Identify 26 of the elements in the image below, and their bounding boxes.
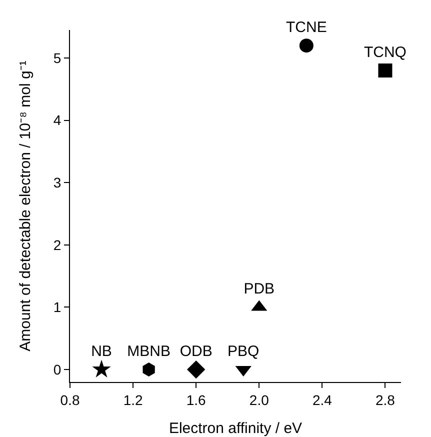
x-tick-label: 2.8: [376, 392, 396, 408]
y-axis-title: Amount of detectable electron / 10⁻⁸ mol g⁻¹: [17, 60, 34, 352]
y-tick-label: 2: [53, 236, 62, 253]
series-label: PBQ: [228, 343, 260, 360]
x-tick-label: 2.4: [312, 392, 332, 408]
series-label: NB: [91, 343, 112, 360]
series-label: MBNB: [127, 343, 170, 360]
point: [142, 362, 155, 377]
series-label: TCNE: [286, 19, 327, 36]
y-tick-label: 5: [53, 50, 62, 66]
y-tick-label: 1: [53, 299, 62, 316]
point: [187, 360, 206, 379]
x-tick-label: 0.8: [60, 392, 80, 408]
x-tick-label: 1.2: [123, 392, 143, 408]
point: [92, 360, 111, 378]
series-label: TCNQ: [364, 44, 406, 61]
x-tick-label: 2.0: [249, 392, 270, 408]
series-label: ODB: [180, 343, 212, 360]
y-tick-label: 0: [53, 361, 62, 378]
y-tick-label: 3: [53, 174, 62, 191]
series-label: PDB: [244, 280, 275, 298]
x-axis-title: Electron affinity / eV: [168, 420, 302, 437]
point: [378, 64, 392, 78]
point: [299, 38, 314, 53]
x-tick-label: 1.6: [186, 392, 206, 408]
y-tick-label: 4: [53, 112, 62, 128]
